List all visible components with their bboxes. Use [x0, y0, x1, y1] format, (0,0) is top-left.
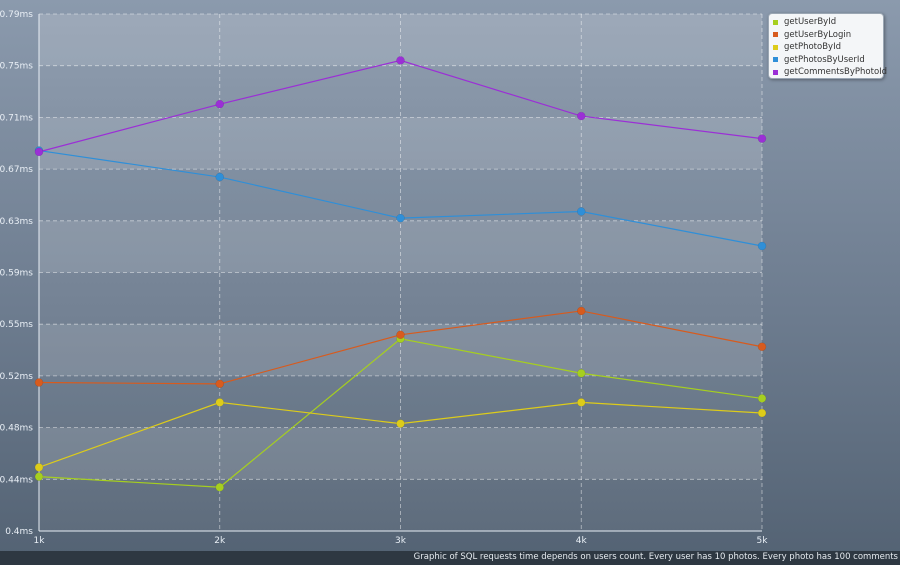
- data-point: [34, 378, 44, 387]
- y-tick-label: 0.59ms: [0, 269, 33, 279]
- chart-caption: Graphic of SQL requests time depends on …: [413, 552, 898, 562]
- data-point: [577, 398, 586, 407]
- data-point: [396, 330, 405, 340]
- legend-swatch: [773, 32, 778, 38]
- x-tick-label: 1k: [34, 536, 46, 546]
- data-point: [215, 172, 224, 182]
- data-point: [757, 241, 767, 251]
- x-tick-label: 3k: [395, 536, 407, 546]
- y-tick-label: 0.71ms: [0, 113, 33, 123]
- legend-item: getPhotoById: [773, 41, 883, 54]
- legend-item: getCommentsByPhotoId: [773, 66, 887, 79]
- y-tick-label: 0.55ms: [0, 320, 33, 330]
- data-point: [577, 368, 586, 378]
- legend-swatch: [773, 19, 778, 25]
- legend-label: getPhotoById: [784, 42, 841, 53]
- data-point: [396, 213, 405, 223]
- y-tick-label: 0.67ms: [0, 165, 33, 175]
- data-point: [396, 419, 405, 428]
- series-points: [34, 56, 767, 492]
- y-tick-label: 0.75ms: [0, 62, 33, 72]
- data-point: [577, 207, 586, 216]
- data-point: [757, 408, 767, 418]
- x-tick-label: 2k: [214, 536, 226, 546]
- legend-item: getPhotosByUserId: [773, 54, 883, 67]
- data-point: [396, 56, 405, 65]
- x-tick-labels: 1k 2k 3k 4k 5k: [34, 536, 769, 546]
- data-point: [577, 111, 586, 121]
- data-point: [577, 306, 586, 316]
- legend-label: getPhotosByUserId: [784, 54, 865, 65]
- y-tick-labels: 0.4ms 0.44ms 0.48ms 0.52ms 0.55ms 0.59ms 0.63m…: [0, 10, 33, 537]
- footer-bar: Graphic of SQL requests time depends on …: [0, 551, 900, 565]
- data-point: [757, 134, 767, 143]
- data-point: [215, 483, 224, 492]
- data-point: [34, 147, 44, 157]
- y-tick-label: 0.4ms: [5, 527, 33, 537]
- legend-swatch: [773, 57, 778, 63]
- legend-label: getCommentsByPhotoId: [784, 67, 888, 78]
- y-tick-label: 0.52ms: [0, 372, 33, 382]
- legend: getUserById getUserByLogin getPhotoById get…: [768, 13, 887, 79]
- y-tick-label: 0.79ms: [0, 10, 33, 20]
- data-point: [215, 99, 224, 109]
- y-tick-label: 0.63ms: [0, 217, 33, 227]
- x-tick-label: 5k: [757, 536, 769, 546]
- data-point: [215, 379, 224, 389]
- axes: [38, 14, 762, 532]
- legend-swatch: [773, 44, 778, 50]
- data-point: [757, 394, 767, 403]
- legend-swatch: [773, 69, 778, 75]
- data-point: [215, 398, 224, 407]
- data-point: [34, 463, 44, 472]
- y-tick-label: 0.48ms: [0, 424, 33, 434]
- x-tick-label: 4k: [576, 536, 588, 546]
- y-tick-label: 0.44ms: [0, 475, 33, 485]
- line-chart: 0.4ms 0.44ms 0.48ms 0.52ms 0.55ms 0.59ms 0.63m…: [0, 10, 769, 546]
- legend-item: getUserByLogin: [773, 29, 883, 42]
- legend-label: getUserById: [784, 17, 837, 28]
- data-point: [757, 342, 767, 351]
- legend-label: getUserByLogin: [784, 29, 852, 40]
- legend-item: getUserById: [773, 16, 883, 29]
- data-point: [34, 472, 44, 481]
